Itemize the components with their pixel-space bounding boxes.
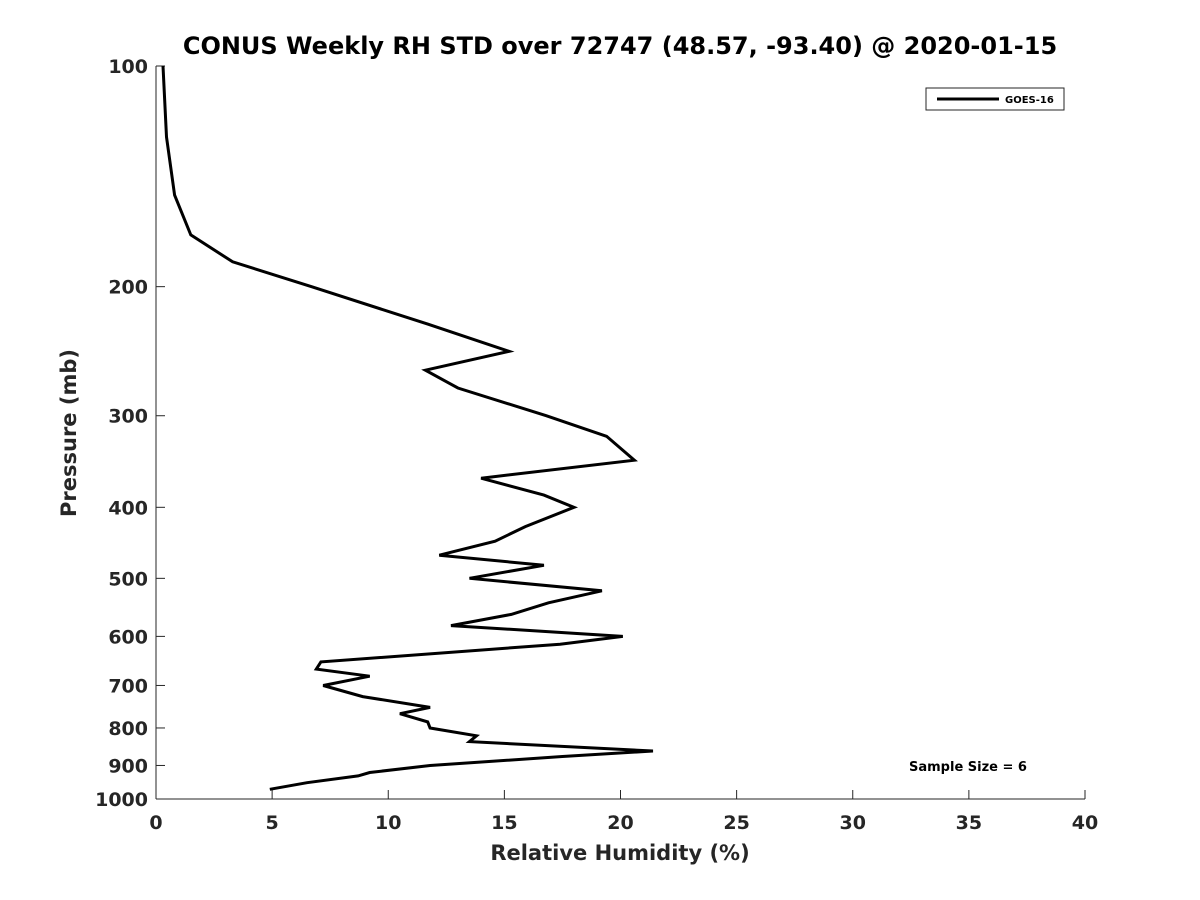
y-tick-label: 300 — [108, 406, 148, 428]
x-tick-label: 25 — [723, 812, 749, 834]
y-tick-label: 100 — [108, 56, 148, 78]
legend-entry-goes-16: GOES-16 — [1005, 95, 1054, 106]
x-tick-label: 40 — [1072, 812, 1098, 834]
y-tick-label: 800 — [108, 718, 148, 740]
y-tick-label: 600 — [108, 626, 148, 648]
x-tick-label: 5 — [266, 812, 279, 834]
series-line-goes-16 — [161, 65, 654, 791]
y-tick-label: 900 — [108, 755, 148, 777]
y-axis-label: Pressure (mb) — [57, 349, 81, 517]
legend: GOES-16 — [925, 87, 1065, 111]
x-tick-label: 20 — [607, 812, 633, 834]
x-tick-label: 30 — [840, 812, 866, 834]
x-axis-label: Relative Humidity (%) — [490, 841, 749, 865]
plot-frame — [156, 66, 1085, 799]
x-tick-label: 35 — [956, 812, 982, 834]
y-tick-label: 500 — [108, 568, 148, 590]
y-tick-label: 400 — [108, 497, 148, 519]
chart-title: CONUS Weekly RH STD over 72747 (48.57, -… — [183, 32, 1057, 60]
y-axis-ticks: 100 200 300 400 500 600 700 800 900 1000 — [95, 56, 165, 811]
x-axis-ticks: 0 5 10 15 20 25 30 35 40 — [149, 790, 1098, 834]
series-layer — [161, 65, 654, 791]
x-tick-label: 15 — [491, 812, 517, 834]
x-tick-label: 10 — [375, 812, 401, 834]
y-tick-label: 1000 — [95, 789, 148, 811]
sample-size-annotation: Sample Size = 6 — [909, 760, 1027, 775]
x-tick-label: 0 — [149, 812, 162, 834]
y-tick-label: 200 — [108, 277, 148, 299]
y-tick-label: 700 — [108, 675, 148, 697]
